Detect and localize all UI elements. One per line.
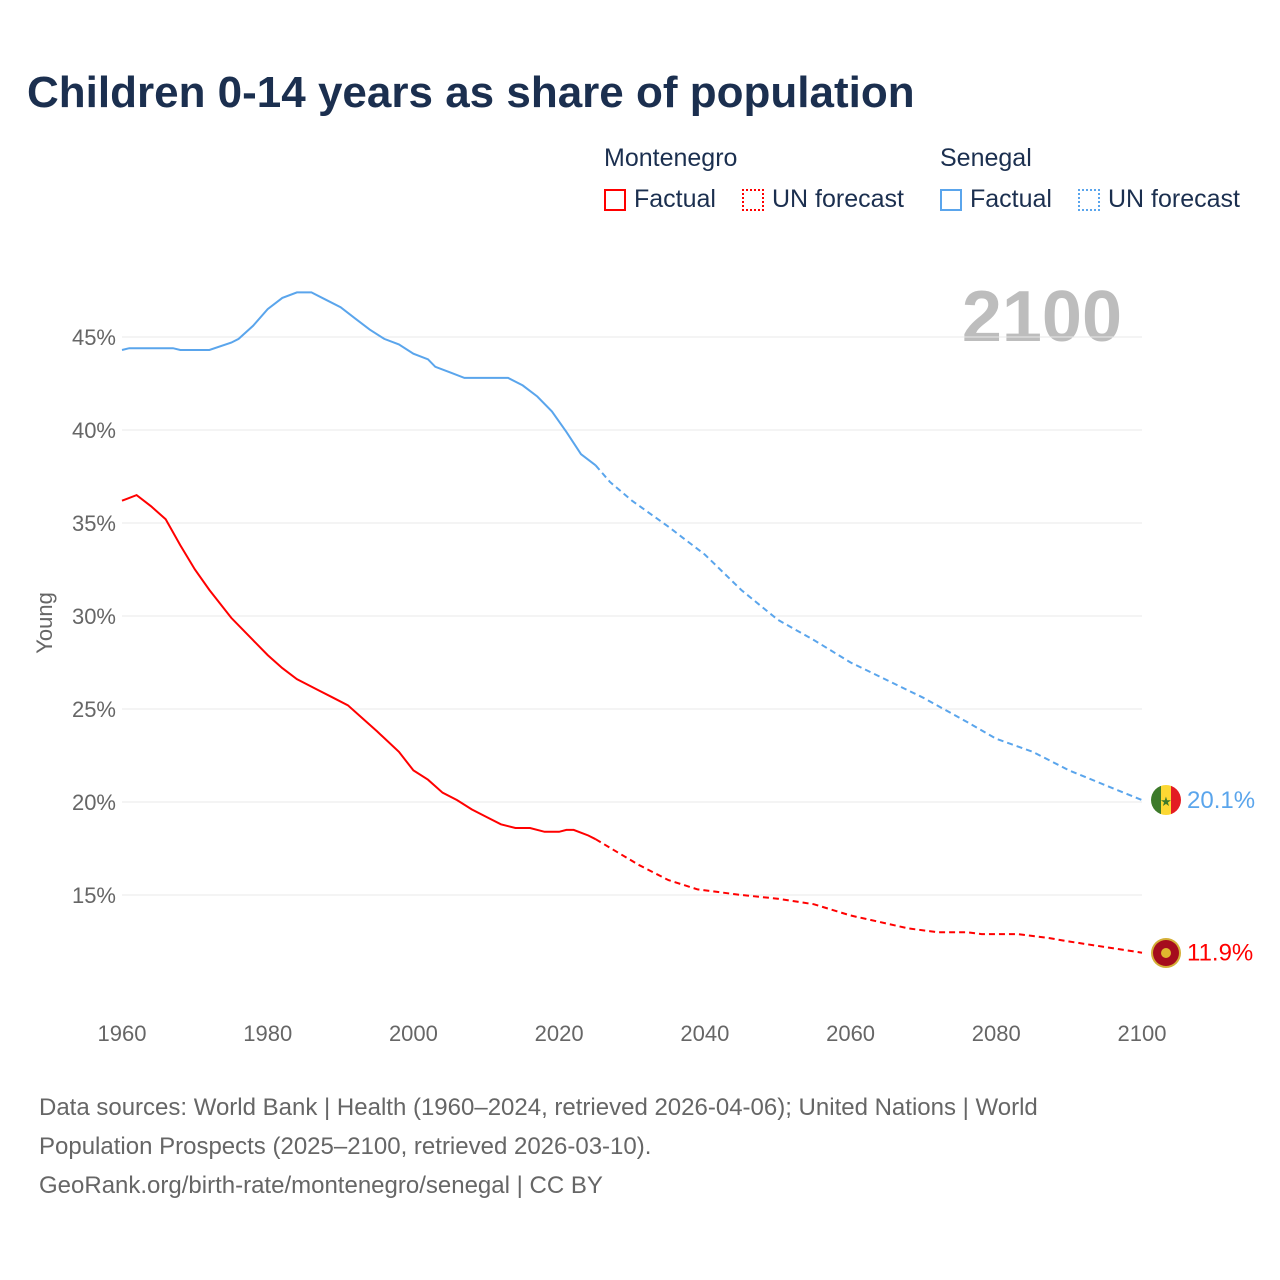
y-tick-label: 25% <box>72 697 116 722</box>
senegal-forecast-line <box>594 464 1143 802</box>
y-tick-label: 15% <box>72 883 116 908</box>
y-axis-label: Young <box>32 592 57 654</box>
montenegro-flag-icon <box>1151 938 1181 968</box>
x-tick-label: 1980 <box>243 1021 292 1046</box>
svg-text:★: ★ <box>1160 794 1172 809</box>
senegal-flag-icon: ★ <box>1151 785 1181 815</box>
senegal-factual-line <box>121 291 597 467</box>
factual-swatch-icon <box>940 188 962 211</box>
footer-sources: Data sources: World Bank | Health (1960–… <box>39 1088 1189 1205</box>
x-tick-label: 2060 <box>826 1021 875 1046</box>
source-link[interactable]: GeoRank.org/birth-rate/montenegro/senega… <box>39 1172 603 1199</box>
y-tick-label: 45% <box>72 325 116 350</box>
x-tick-label: 1960 <box>98 1021 147 1046</box>
legend-factual-label: Factual <box>634 185 716 213</box>
legend-montenegro: Montenegro Factual UN forecast <box>604 144 904 214</box>
senegal-end-value-label: 20.1% <box>1187 787 1255 814</box>
legend-forecast-label: UN forecast <box>771 185 904 213</box>
source-line: Population Prospects (2025–2100, retriev… <box>39 1133 652 1160</box>
y-tick-label: 40% <box>72 418 116 443</box>
montenegro-forecast-line <box>595 838 1143 954</box>
y-tick-label: 20% <box>72 790 116 815</box>
chart-title: Children 0-14 years as share of populati… <box>27 68 915 117</box>
montenegro-end-value-label: 11.9% <box>1187 940 1253 967</box>
legend-forecast-label: UN forecast <box>1107 185 1240 213</box>
forecast-swatch-icon <box>1077 188 1100 211</box>
legend-senegal: Senegal Factual UN forecast <box>940 144 1240 214</box>
legend-factual-label: Factual <box>970 185 1052 213</box>
montenegro-factual-line <box>121 493 597 841</box>
x-tick-label: 2000 <box>389 1021 438 1046</box>
year-watermark: 2100 <box>962 277 1122 357</box>
factual-swatch-icon <box>604 188 626 211</box>
x-tick-label: 2100 <box>1118 1021 1167 1046</box>
x-tick-label: 2080 <box>972 1021 1021 1046</box>
y-tick-label: 35% <box>72 511 116 536</box>
forecast-swatch-icon <box>741 188 764 211</box>
x-tick-label: 2020 <box>535 1021 584 1046</box>
legend-country-label: Senegal <box>940 144 1032 172</box>
legend-country-label: Montenegro <box>604 144 738 172</box>
x-tick-label: 2040 <box>680 1021 729 1046</box>
source-line: Data sources: World Bank | Health (1960–… <box>39 1094 1038 1121</box>
y-tick-label: 30% <box>72 604 116 629</box>
